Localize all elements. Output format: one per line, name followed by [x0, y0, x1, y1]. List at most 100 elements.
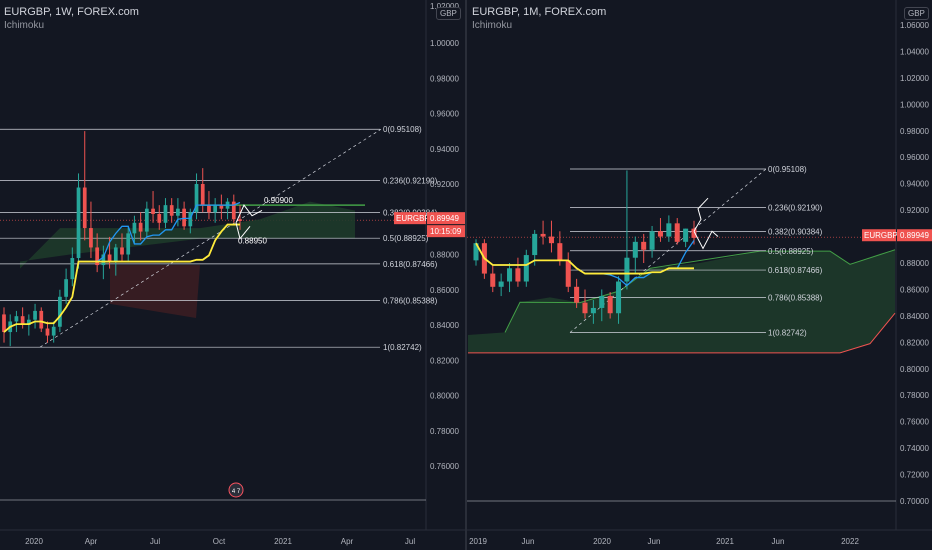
candle-body: [657, 231, 663, 237]
price-axis-tick: 0.84000: [900, 312, 929, 321]
right-symbol-title[interactable]: EURGBP, 1M, FOREX.com: [472, 6, 607, 18]
price-axis-tick: 0.86000: [900, 285, 929, 294]
candle-body: [674, 223, 680, 242]
candle: [132, 215, 137, 244]
candle: [574, 278, 580, 308]
annotation-lower-target: 0.88950: [238, 237, 267, 246]
candle-body: [144, 208, 149, 232]
candle-body: [219, 205, 224, 209]
candle-body: [523, 255, 529, 282]
candle-body: [126, 233, 131, 255]
candle-body: [238, 219, 242, 222]
candle-body: [574, 286, 580, 303]
candle-body: [607, 296, 613, 314]
candle-body: [691, 228, 697, 238]
time-axis-tick: 2021: [716, 537, 734, 546]
countdown-badge-bg: [427, 225, 465, 238]
price-axis-tick: 0.92000: [430, 180, 459, 189]
candle: [683, 228, 689, 248]
projection-path-down: [693, 230, 719, 250]
candle: [33, 303, 37, 329]
left-currency-label[interactable]: GBP: [436, 7, 461, 20]
candle: [89, 201, 93, 259]
fib-level-label: 0.786(0.85388): [768, 294, 823, 303]
fib-level-label: 0.236(0.92190): [383, 177, 438, 186]
candle-body: [20, 316, 25, 325]
right-currency-label[interactable]: GBP: [904, 7, 929, 20]
price-axis-tick: 0.86000: [430, 286, 459, 295]
fib-level-label: 0.786(0.85388): [383, 297, 438, 306]
price-axis-tick: 0.80000: [900, 365, 929, 374]
candle-body: [89, 228, 93, 248]
candle-body: [624, 257, 630, 282]
candle-body: [582, 302, 588, 314]
candle: [219, 194, 224, 220]
candle-body: [95, 247, 100, 266]
annotation-upper-target: 0.90900: [264, 196, 293, 205]
candle-body: [26, 319, 31, 325]
candle: [657, 218, 663, 242]
candle-body: [599, 296, 605, 308]
time-axis-tick: 2019: [469, 537, 487, 546]
candle-body: [616, 281, 622, 314]
candle: [507, 263, 513, 293]
time-axis-tick: Apr: [341, 537, 354, 546]
price-axis-tick: 0.70000: [900, 497, 929, 506]
fib-level-label: 0.618(0.87466): [383, 260, 438, 269]
left-indicator-label[interactable]: Ichimoku: [4, 20, 45, 31]
candle-body: [666, 223, 672, 237]
price-axis-tick: 0.94000: [900, 180, 929, 189]
fib-level-label: 0(0.95108): [768, 165, 807, 174]
price-axis-tick: 1.02000: [430, 2, 459, 11]
symbol-badge-text: EURGBP: [396, 214, 430, 223]
candle: [45, 321, 50, 343]
price-badge-bg: [427, 212, 465, 225]
candle: [498, 273, 504, 297]
candle-body: [532, 233, 538, 256]
price-axis-tick: 0.94000: [430, 145, 459, 154]
candle: [238, 205, 242, 230]
senkou-span-a-line: [504, 249, 896, 333]
candle-body: [58, 296, 62, 327]
price-axis-tick: 0.84000: [430, 321, 459, 330]
price-axis-tick: 1.04000: [900, 47, 929, 56]
candle: [95, 233, 100, 273]
candle: [490, 265, 496, 293]
candle: [188, 208, 193, 234]
time-axis-tick: Apr: [85, 537, 98, 546]
candle-body: [207, 205, 211, 213]
candle: [163, 198, 168, 229]
event-badge: [228, 482, 244, 498]
price-axis-tick: 0.98000: [900, 127, 929, 136]
candle: [674, 218, 680, 245]
candle-body: [590, 307, 596, 314]
event-badge-text: 4 7: [232, 489, 241, 495]
projection-path-down: [235, 222, 251, 240]
projection-path-up: [235, 204, 263, 223]
projection-path-up: [693, 197, 709, 232]
price-axis-tick: 0.98000: [430, 74, 459, 83]
candle: [120, 233, 124, 262]
kijun-line: [3, 223, 240, 333]
candle: [649, 225, 655, 258]
candle-body: [39, 310, 44, 329]
candle: [2, 307, 6, 343]
time-axis-tick: Oct: [213, 537, 226, 546]
left-symbol-title[interactable]: EURGBP, 1W, FOREX.com: [4, 6, 139, 18]
candle: [151, 191, 155, 223]
candle: [624, 170, 630, 290]
symbol-badge-bg: [862, 229, 896, 242]
symbol-badge: [394, 212, 426, 225]
candle: [58, 289, 62, 333]
symbol-badge: [862, 229, 896, 242]
fib-level-label: 1(0.82742): [768, 329, 807, 338]
candle: [641, 233, 647, 263]
candle: [599, 289, 605, 322]
candle-body: [182, 208, 186, 227]
time-axis-tick: Jun: [648, 537, 661, 546]
right-indicator-label[interactable]: Ichimoku: [472, 20, 513, 31]
time-axis-tick: 2021: [274, 537, 292, 546]
time-axis-tick: Jun: [522, 537, 535, 546]
symbol-badge-bg: [394, 212, 426, 225]
fib-level-label: 0.382(0.90384): [768, 227, 823, 236]
